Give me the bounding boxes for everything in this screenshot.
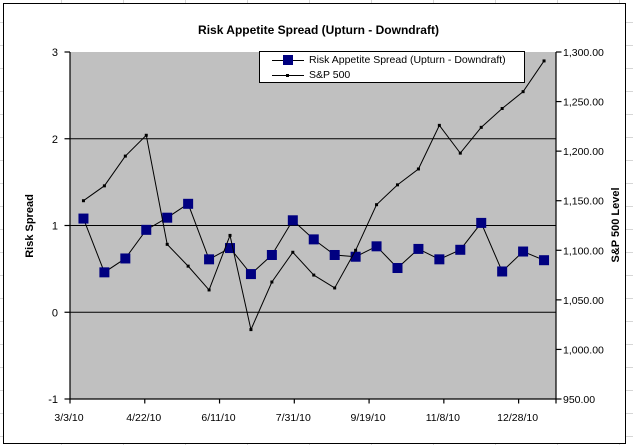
sp500-marker bbox=[81, 199, 85, 203]
sp500-marker bbox=[333, 286, 337, 290]
left-tick-label: 3 bbox=[52, 47, 58, 59]
risk-spread-marker bbox=[497, 266, 508, 277]
sp500-marker bbox=[165, 242, 169, 246]
x-tick-label: 11/8/10 bbox=[426, 412, 460, 424]
right-tick-label: 1,000.00 bbox=[563, 344, 604, 356]
sp500-marker bbox=[123, 154, 127, 158]
x-tick-label: 12/28/10 bbox=[497, 412, 538, 424]
left-axis-title: Risk Spread bbox=[24, 194, 36, 258]
sp500-marker bbox=[102, 184, 106, 188]
risk-spread-marker bbox=[413, 243, 424, 254]
x-tick-label: 3/3/10 bbox=[54, 412, 83, 424]
risk-spread-marker bbox=[308, 234, 319, 245]
sp500-marker bbox=[395, 183, 399, 187]
risk-spread-marker bbox=[476, 217, 487, 228]
risk-spread-marker bbox=[455, 244, 466, 255]
risk-spread-marker bbox=[162, 212, 173, 223]
right-axis-title: S&P 500 Level bbox=[610, 187, 622, 263]
sp500-marker bbox=[291, 250, 295, 254]
right-tick-label: 1,250.00 bbox=[563, 97, 604, 109]
sp500-marker bbox=[479, 125, 483, 129]
sp500-marker bbox=[186, 264, 190, 268]
sp500-marker bbox=[354, 248, 358, 252]
risk-spread-marker bbox=[141, 224, 152, 235]
sp500-marker bbox=[458, 151, 462, 155]
risk-spread-marker bbox=[371, 241, 382, 252]
x-tick-label: 9/19/10 bbox=[351, 412, 386, 424]
risk-spread-marker bbox=[434, 254, 445, 265]
right-tick-label: 1,100.00 bbox=[563, 245, 604, 257]
sp500-marker bbox=[500, 107, 504, 111]
right-tick-label: 1,150.00 bbox=[563, 196, 604, 208]
risk-spread-marker bbox=[350, 251, 361, 262]
sp500-marker bbox=[375, 203, 379, 207]
risk-spread-marker bbox=[99, 267, 110, 278]
risk-spread-marker bbox=[518, 246, 529, 257]
sp500-marker bbox=[270, 280, 274, 284]
right-tick-label: 1,300.00 bbox=[563, 47, 604, 59]
risk-spread-marker bbox=[392, 263, 403, 274]
sp500-legend-marker-icon bbox=[272, 70, 304, 80]
legend-item-risk-spread: Risk Appetite Spread (Upturn - Downdraft… bbox=[272, 52, 524, 67]
x-tick-label: 6/11/10 bbox=[201, 412, 235, 424]
sp500-marker bbox=[542, 59, 546, 63]
left-tick-label: 0 bbox=[52, 307, 58, 319]
risk-spread-marker bbox=[266, 249, 277, 260]
risk-spread-marker bbox=[204, 254, 215, 265]
risk-spread-marker bbox=[287, 215, 298, 226]
right-tick-label: 1,050.00 bbox=[563, 295, 604, 307]
sp500-marker bbox=[144, 133, 148, 137]
sp500-marker bbox=[437, 123, 441, 127]
right-tick-label: 1,200.00 bbox=[563, 146, 604, 158]
left-tick-label: 1 bbox=[52, 221, 58, 233]
x-tick-label: 4/22/10 bbox=[126, 412, 161, 424]
sp500-marker bbox=[312, 273, 316, 277]
sp500-marker bbox=[416, 167, 420, 171]
legend[interactable]: Risk Appetite Spread (Upturn - Downdraft… bbox=[259, 51, 525, 83]
risk-spread-marker bbox=[245, 269, 256, 280]
legend-label: S&P 500 bbox=[309, 68, 351, 81]
risk-spread-marker bbox=[225, 243, 236, 254]
sp500-marker bbox=[249, 328, 253, 332]
left-tick-label: -1 bbox=[48, 394, 58, 406]
risk-spread-legend-marker-icon bbox=[272, 54, 304, 65]
right-tick-label: 950.00 bbox=[563, 394, 595, 406]
legend-label: Risk Appetite Spread (Upturn - Downdraft… bbox=[309, 53, 506, 66]
sp500-marker bbox=[228, 233, 232, 237]
risk-spread-marker bbox=[329, 249, 340, 260]
risk-spread-marker bbox=[120, 253, 131, 264]
x-tick-label: 7/31/10 bbox=[276, 412, 311, 424]
risk-spread-marker bbox=[183, 198, 194, 209]
risk-spread-marker bbox=[539, 255, 550, 266]
chart-title[interactable]: Risk Appetite Spread (Upturn - Downdraft… bbox=[198, 23, 439, 37]
risk-spread-marker bbox=[78, 213, 89, 224]
left-tick-label: 2 bbox=[52, 134, 58, 146]
sp500-marker bbox=[207, 288, 211, 292]
legend-item-sp500: S&P 500 bbox=[272, 67, 524, 82]
sp500-marker bbox=[521, 90, 525, 94]
